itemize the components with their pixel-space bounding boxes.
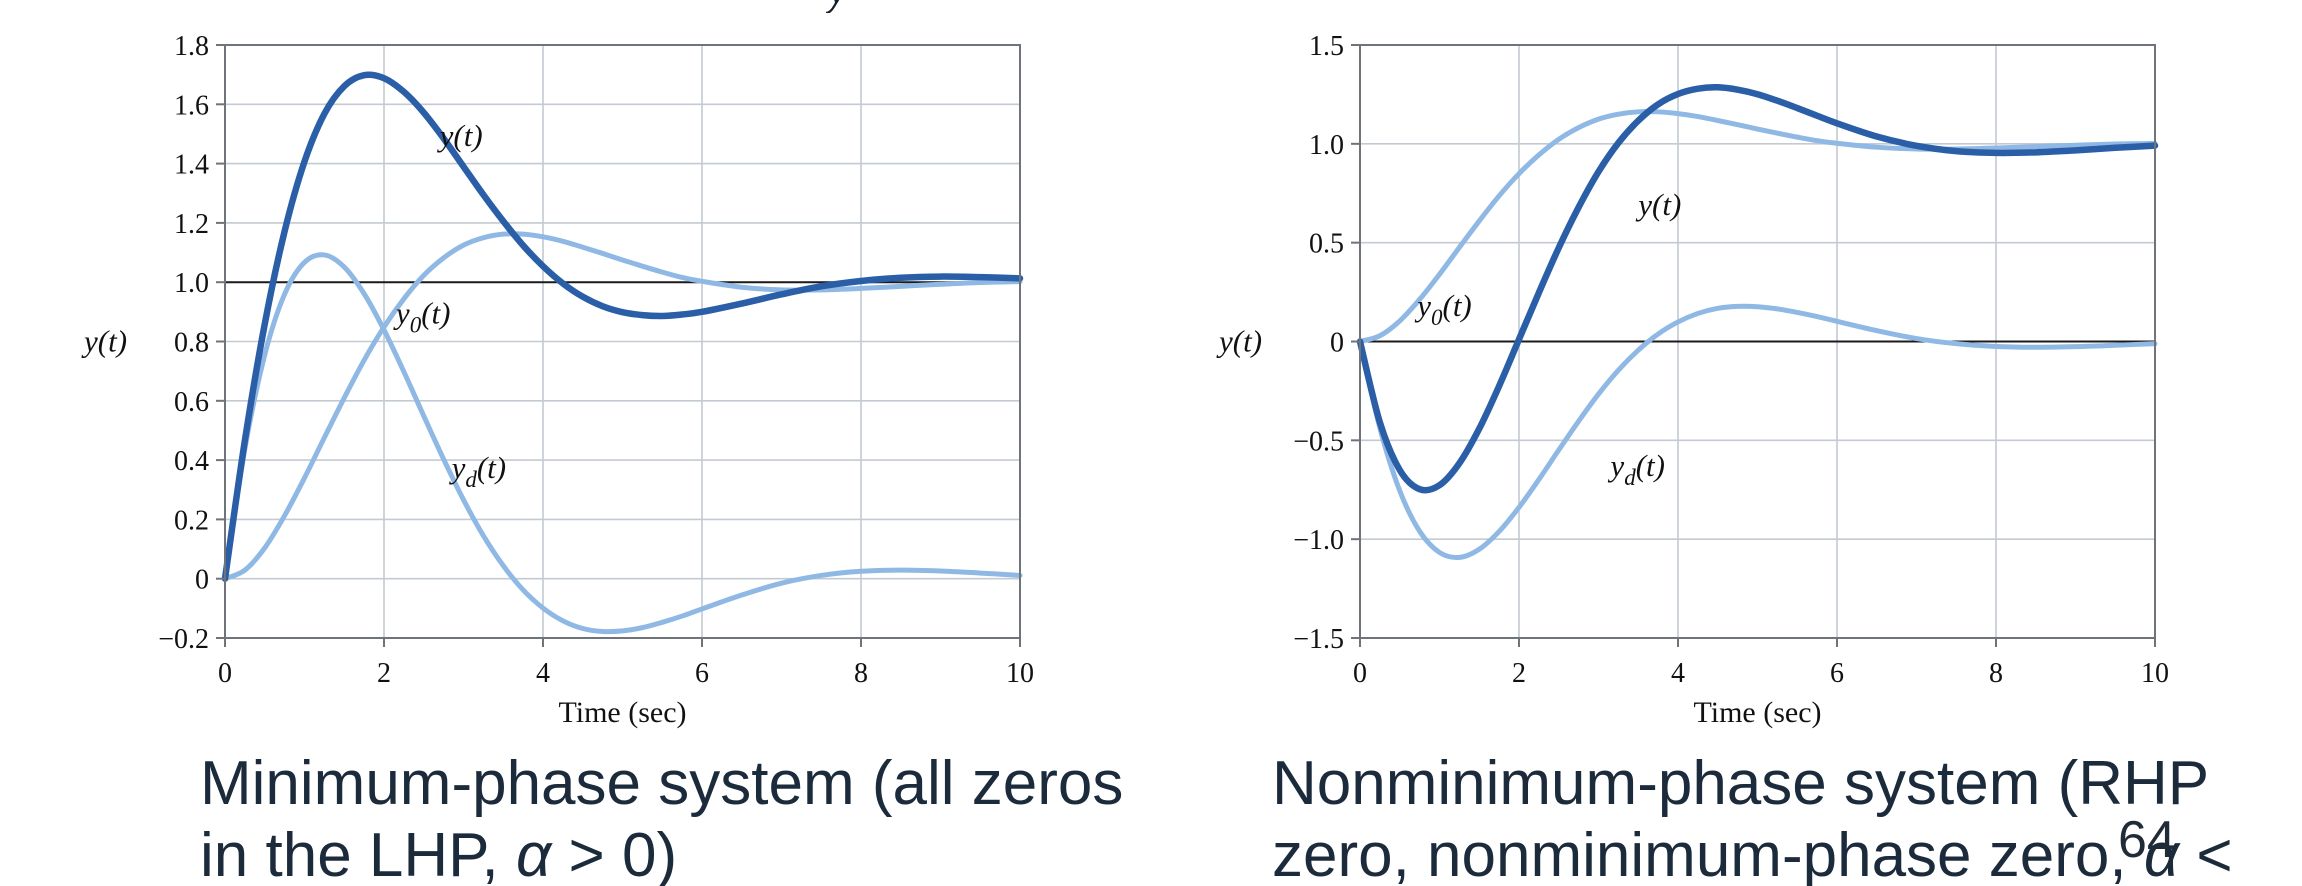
y-tick-label: 1.8: [174, 31, 209, 62]
caption-minimum-phase: Minimum-phase system (all zeros in the L…: [200, 748, 1123, 886]
y-tick-label: −0.5: [1293, 426, 1344, 457]
caption-left-line1: Minimum-phase system (all zeros: [200, 749, 1124, 818]
x-axis-title: Time (sec): [1693, 696, 1821, 729]
cropped-title-fragment: y: [826, 0, 916, 13]
curve-label: yd(t): [449, 450, 507, 492]
curve-label: y0(t): [1414, 288, 1472, 330]
series-y(t): [221, 71, 1024, 582]
y-tick-label: 1.5: [1309, 31, 1344, 62]
y-tick-label: −0.2: [158, 624, 209, 655]
x-tick-label: 2: [1512, 658, 1526, 689]
x-tick-label: 2: [377, 658, 391, 689]
y-tick-label: 0: [1330, 328, 1344, 359]
y-tick-label: 1.6: [174, 90, 209, 121]
y-tick-label: 0.8: [174, 328, 209, 359]
caption-left-line2-post: > 0): [551, 821, 678, 886]
x-axis-title: Time (sec): [558, 696, 686, 729]
y-tick-label: 1.4: [174, 150, 209, 181]
x-tick-label: 6: [1830, 658, 1844, 689]
caption-right-line2-post: < 0): [2196, 821, 2233, 886]
alpha-symbol: α: [2143, 821, 2180, 886]
y-tick-label: 0: [195, 565, 209, 596]
y-tick-label: −1.0: [1293, 525, 1344, 556]
x-tick-label: 4: [1671, 658, 1685, 689]
chart-canvas: 1.8 1.6 1.4 1.2 1.0 0.8 0.6 0.4 0.2 0 −0.2 0 2 4 6 8 10 T…: [81, 31, 1034, 729]
series-yd(t): [222, 252, 1023, 635]
y-tick-label: 0.6: [174, 387, 209, 418]
y-tick-label: 1.0: [174, 268, 209, 299]
x-tick-label: 4: [536, 658, 550, 689]
y-tick-label: 1.2: [174, 209, 209, 240]
curve-label: y0(t): [393, 296, 451, 338]
series-y0(t): [222, 231, 1023, 582]
caption-right-line2-pre: zero, nonminimum-phase zero,: [1272, 821, 2144, 886]
chart-nonminimum-phase: 1.5 1.0 0.5 0 −0.5 −1.0 −1.5 0 2 4 6 8 10 Time (sec) y…: [1195, 15, 2215, 735]
chart-canvas: 1.5 1.0 0.5 0 −0.5 −1.0 −1.5 0 2 4 6 8 10 Time (sec) y…: [1216, 31, 2169, 729]
caption-right-line2: zero, nonminimum-phase zero, α < 0): [1272, 820, 2302, 886]
alpha-symbol: α: [515, 821, 552, 886]
caption-left-line2: in the LHP, α > 0): [200, 820, 1123, 886]
curve-label: y(t): [1635, 187, 1681, 222]
caption-right-line1: Nonminimum-phase system (RHP: [1272, 749, 2210, 818]
series-yd(t): [1357, 303, 2158, 560]
caption-left-line2-pre: in the LHP,: [200, 821, 516, 886]
y-tick-label: −1.5: [1293, 624, 1344, 655]
caption-nonminimum-phase: Nonminimum-phase system (RHP zero, nonmi…: [1272, 748, 2302, 886]
curve-label: y(t): [437, 118, 483, 153]
series-y(t): [1356, 84, 2159, 494]
cropped-title-text: y: [826, 0, 916, 13]
x-tick-label: 0: [218, 658, 232, 689]
x-tick-label: 8: [854, 658, 868, 689]
page-number: 64: [2118, 811, 2176, 869]
y-tick-label: 1.0: [1309, 130, 1344, 161]
x-tick-label: 0: [1353, 658, 1367, 689]
y-tick-label: 0.5: [1309, 229, 1344, 260]
x-tick-label: 10: [2141, 658, 2169, 689]
y-axis-title: y(t): [1216, 324, 1262, 359]
curve-label: yd(t): [1607, 448, 1665, 490]
x-tick-label: 6: [695, 658, 709, 689]
x-tick-label: 8: [1989, 658, 2003, 689]
y-axis-title: y(t): [81, 324, 127, 359]
x-tick-label: 10: [1006, 658, 1034, 689]
y-tick-label: 0.4: [174, 446, 209, 477]
y-tick-label: 0.2: [174, 505, 209, 536]
chart-minimum-phase: 1.8 1.6 1.4 1.2 1.0 0.8 0.6 0.4 0.2 0 −0.2 0 2 4 6 8 10 T…: [60, 15, 1080, 735]
